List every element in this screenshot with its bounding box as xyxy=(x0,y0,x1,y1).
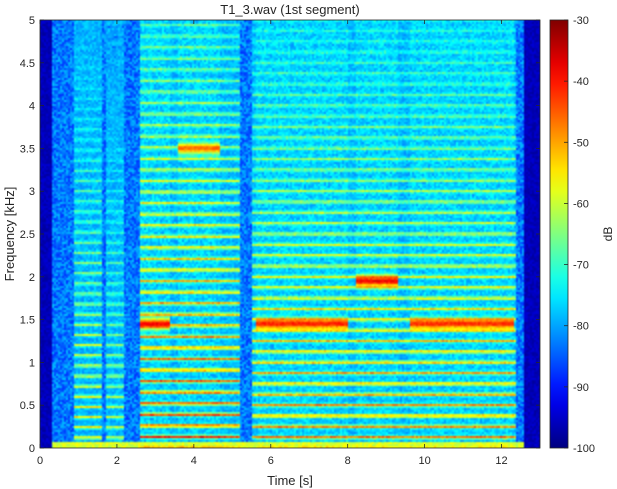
y-tick-label: 1.5 xyxy=(20,315,35,327)
plot-area xyxy=(39,19,541,449)
colorbar-tick-label: -60 xyxy=(573,198,589,210)
x-tick-label: 4 xyxy=(191,455,197,467)
x-tick-label: 6 xyxy=(268,455,274,467)
y-axis: 0 0.5 1 1.5 2 2.5 3 3.5 4 4.5 5 xyxy=(20,15,540,455)
x-axis-label: Time [s] xyxy=(267,473,313,488)
colorbar-ticks: -100 -90 -80 -70 -60 -50 -40 -30 xyxy=(564,15,595,455)
x-tick-label: 2 xyxy=(114,455,120,467)
y-tick-label: 1 xyxy=(29,357,35,369)
y-tick-label: 3.5 xyxy=(20,143,35,155)
colorbar-tick-label: -30 xyxy=(573,15,589,27)
colorbar-tick-label: -70 xyxy=(573,260,589,272)
x-tick-label: 0 xyxy=(37,455,43,467)
colorbar-tick-label: -40 xyxy=(573,76,589,88)
x-tick-label: 10 xyxy=(418,455,430,467)
x-axis: 0 2 4 6 8 10 12 xyxy=(37,20,508,467)
y-tick-label: 0 xyxy=(29,443,35,455)
y-tick-label: 4.5 xyxy=(20,58,35,70)
spectrogram-image xyxy=(40,20,540,448)
y-tick-label: 5 xyxy=(29,15,35,27)
colorbar-label: dB xyxy=(601,227,615,242)
y-tick-label: 2.5 xyxy=(20,229,35,241)
colorbar-tick-label: -90 xyxy=(573,382,589,394)
colorbar-gradient xyxy=(549,19,569,449)
y-axis-label: Frequency [kHz] xyxy=(2,187,17,282)
y-tick-label: 4 xyxy=(29,101,35,113)
y-tick-label: 0.5 xyxy=(20,400,35,412)
x-tick-label: 8 xyxy=(345,455,351,467)
colorbar-tick-label: -80 xyxy=(573,321,589,333)
colorbar: -100 -90 -80 -70 -60 -50 -40 -30 dB xyxy=(549,15,615,455)
colorbar-tick-label: -100 xyxy=(573,443,595,455)
chart-title: T1_3.wav (1st segment) xyxy=(220,2,359,17)
x-tick-label: 12 xyxy=(495,455,507,467)
colorbar-tick-label: -50 xyxy=(573,137,589,149)
y-tick-label: 2 xyxy=(29,272,35,284)
y-tick-label: 3 xyxy=(29,186,35,198)
